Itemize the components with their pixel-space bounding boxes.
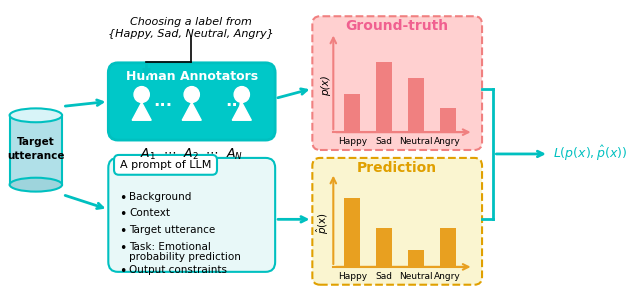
Text: Context: Context (129, 208, 170, 218)
Text: •: • (119, 192, 126, 205)
Text: ···: ··· (153, 97, 172, 115)
Text: Ground-truth: Ground-truth (346, 19, 449, 33)
Text: Background: Background (129, 192, 191, 202)
FancyBboxPatch shape (108, 158, 275, 272)
FancyBboxPatch shape (10, 115, 62, 185)
FancyBboxPatch shape (312, 158, 482, 285)
Circle shape (134, 87, 149, 103)
Text: $L(p(x), \hat{p}(x))$: $L(p(x), \hat{p}(x))$ (552, 145, 627, 164)
Text: •: • (119, 265, 126, 278)
Text: ···: ··· (225, 97, 244, 115)
Text: Choosing a label from
{Happy, Sad, Neutral, Angry}: Choosing a label from {Happy, Sad, Neutr… (108, 17, 274, 39)
Text: Prediction: Prediction (357, 161, 437, 175)
Text: Target utterance: Target utterance (129, 225, 216, 235)
Text: probability prediction: probability prediction (129, 252, 241, 262)
FancyBboxPatch shape (114, 155, 217, 175)
Text: Target: Target (17, 137, 55, 147)
Circle shape (184, 87, 200, 103)
FancyBboxPatch shape (312, 16, 482, 150)
Text: utterance: utterance (7, 151, 65, 161)
Text: Task: Emotional: Task: Emotional (129, 242, 211, 252)
Text: A prompt of LLM: A prompt of LLM (120, 160, 211, 170)
Text: $A_1$  $\cdots$  $A_2$  $\cdots$  $A_N$: $A_1$ $\cdots$ $A_2$ $\cdots$ $A_N$ (140, 146, 243, 162)
FancyBboxPatch shape (108, 63, 275, 140)
Polygon shape (232, 103, 252, 120)
Ellipse shape (10, 108, 62, 122)
Circle shape (234, 87, 250, 103)
Polygon shape (182, 103, 201, 120)
Text: •: • (119, 208, 126, 221)
Text: •: • (119, 242, 126, 255)
Ellipse shape (10, 178, 62, 192)
Text: Output constraints: Output constraints (129, 265, 227, 275)
Text: •: • (119, 225, 126, 238)
Polygon shape (132, 103, 151, 120)
Text: Human Annotators: Human Annotators (125, 70, 258, 83)
